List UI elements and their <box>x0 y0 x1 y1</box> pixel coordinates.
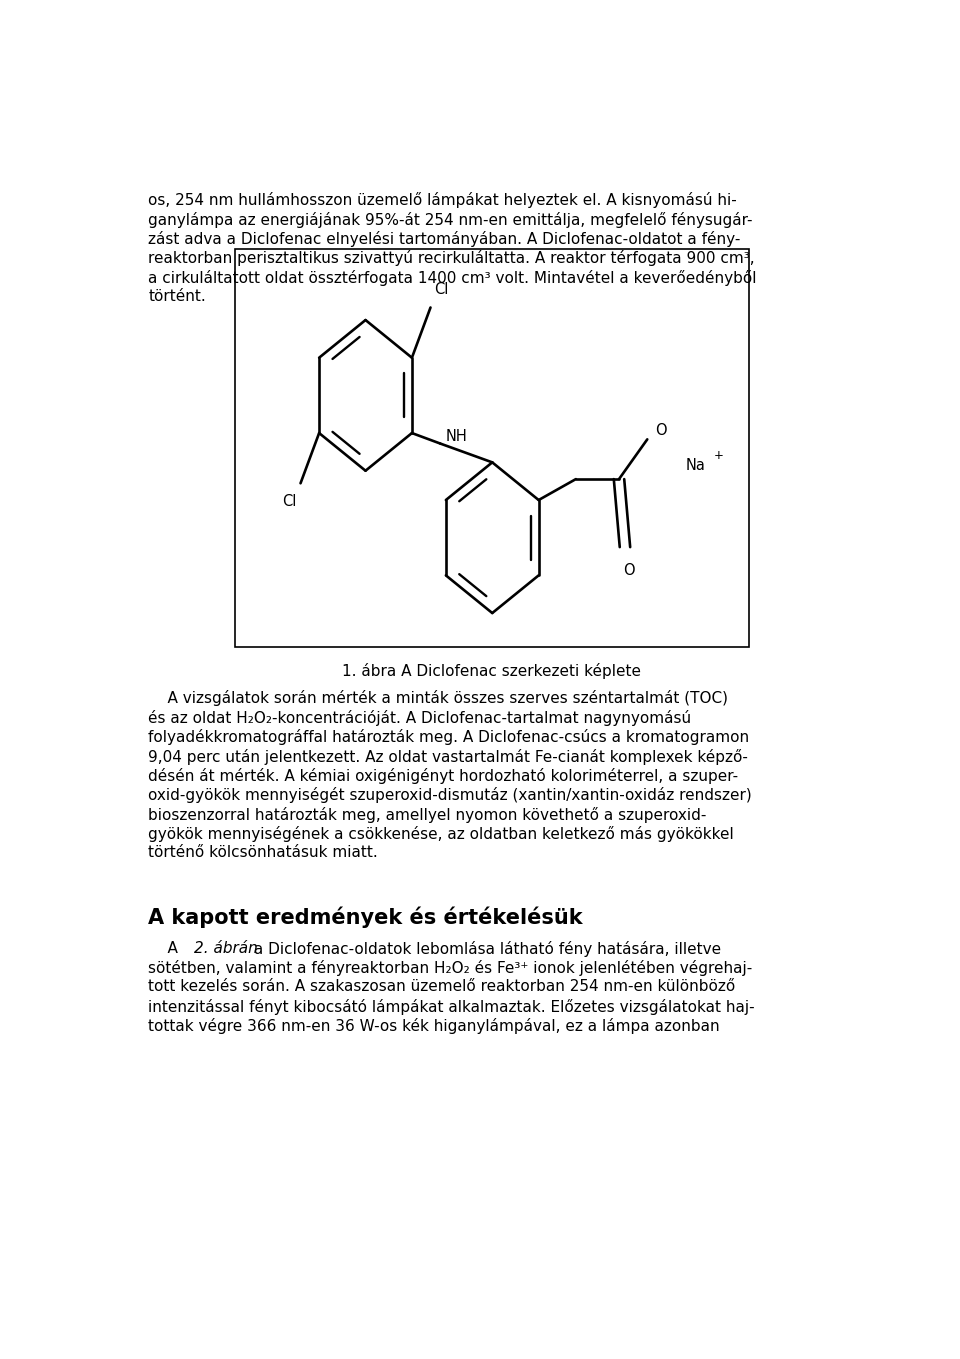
Text: NH: NH <box>445 428 468 443</box>
Text: Na: Na <box>686 458 706 473</box>
Text: 9,04 perc után jelentkezett. Az oldat vastartalmát Fe-cianát komplexek képző-: 9,04 perc után jelentkezett. Az oldat va… <box>148 749 748 765</box>
Text: tottak végre 366 nm-en 36 W-os kék higanylámpával, ez a lámpa azonban: tottak végre 366 nm-en 36 W-os kék higan… <box>148 1018 720 1034</box>
Text: a cirkuláltatott oldat össztérfogata 1400 cm³ volt. Mintavétel a keverőedényből: a cirkuláltatott oldat össztérfogata 140… <box>148 270 756 285</box>
Bar <box>235 249 749 647</box>
Text: +: + <box>714 448 724 462</box>
Text: sötétben, valamint a fényreaktorban H₂O₂ és Fe³⁺ ionok jelenlétében végrehaj-: sötétben, valamint a fényreaktorban H₂O₂… <box>148 959 753 976</box>
Text: bioszenzorral határozták meg, amellyel nyomon követhető a szuperoxid-: bioszenzorral határozták meg, amellyel n… <box>148 807 707 822</box>
Text: és az oldat H₂O₂-koncentrációját. A Diclofenac-tartalmat nagynyomású: és az oldat H₂O₂-koncentrációját. A Dicl… <box>148 709 691 726</box>
Text: történt.: történt. <box>148 289 206 304</box>
Text: oxid-gyökök mennyiségét szuperoxid-dismutáz (xantin/xantin-oxidáz rendszer): oxid-gyökök mennyiségét szuperoxid-dismu… <box>148 787 752 803</box>
Text: A: A <box>148 940 183 955</box>
Text: reaktorban perisztaltikus szivattyú recirkuláltatta. A reaktor térfogata 900 cm³: reaktorban perisztaltikus szivattyú reci… <box>148 250 755 266</box>
Text: os, 254 nm hullámhosszon üzemelő lámpákat helyeztek el. A kisnyomású hi-: os, 254 nm hullámhosszon üzemelő lámpáka… <box>148 193 737 208</box>
Text: O: O <box>623 563 635 578</box>
Text: désén át mérték. A kémiai oxigénigényt hordozható koloriméterrel, a szuper-: désén át mérték. A kémiai oxigénigényt h… <box>148 768 738 784</box>
Text: Cl: Cl <box>434 283 448 298</box>
Text: a Diclofenac-oldatok lebomlása látható fény hatására, illetve: a Diclofenac-oldatok lebomlása látható f… <box>249 940 721 957</box>
Text: tott kezelés során. A szakaszosan üzemelő reaktorban 254 nm-en különböző: tott kezelés során. A szakaszosan üzemel… <box>148 980 735 995</box>
Text: zást adva a Diclofenac elnyelési tartományában. A Diclofenac-oldatot a fény-: zást adva a Diclofenac elnyelési tartomá… <box>148 231 741 247</box>
Text: 1. ábra A Diclofenac szerkezeti képlete: 1. ábra A Diclofenac szerkezeti képlete <box>343 663 641 680</box>
Text: O: O <box>655 424 666 439</box>
Text: A kapott eredmények és értékelésük: A kapott eredmények és értékelésük <box>148 906 583 928</box>
Text: gyökök mennyiségének a csökkenése, az oldatban keletkező más gyökökkel: gyökök mennyiségének a csökkenése, az ol… <box>148 826 734 843</box>
Text: 2. ábrán: 2. ábrán <box>194 940 258 955</box>
Text: folyadékkromatográffal határozták meg. A Diclofenac-csúcs a kromatogramon: folyadékkromatográffal határozták meg. A… <box>148 730 750 745</box>
Text: Cl: Cl <box>282 493 297 508</box>
Text: A vizsgálatok során mérték a minták összes szerves széntartalmát (TOC): A vizsgálatok során mérték a minták össz… <box>148 690 729 707</box>
Text: intenzitással fényt kibocsátó lámpákat alkalmaztak. Előzetes vizsgálatokat haj-: intenzitással fényt kibocsátó lámpákat a… <box>148 999 755 1015</box>
Text: ganylámpa az energiájának 95%-át 254 nm-en emittálja, megfelelő fénysugár-: ganylámpa az energiájának 95%-át 254 nm-… <box>148 212 753 228</box>
Text: történő kölcsönhatásuk miatt.: történő kölcsönhatásuk miatt. <box>148 845 378 860</box>
